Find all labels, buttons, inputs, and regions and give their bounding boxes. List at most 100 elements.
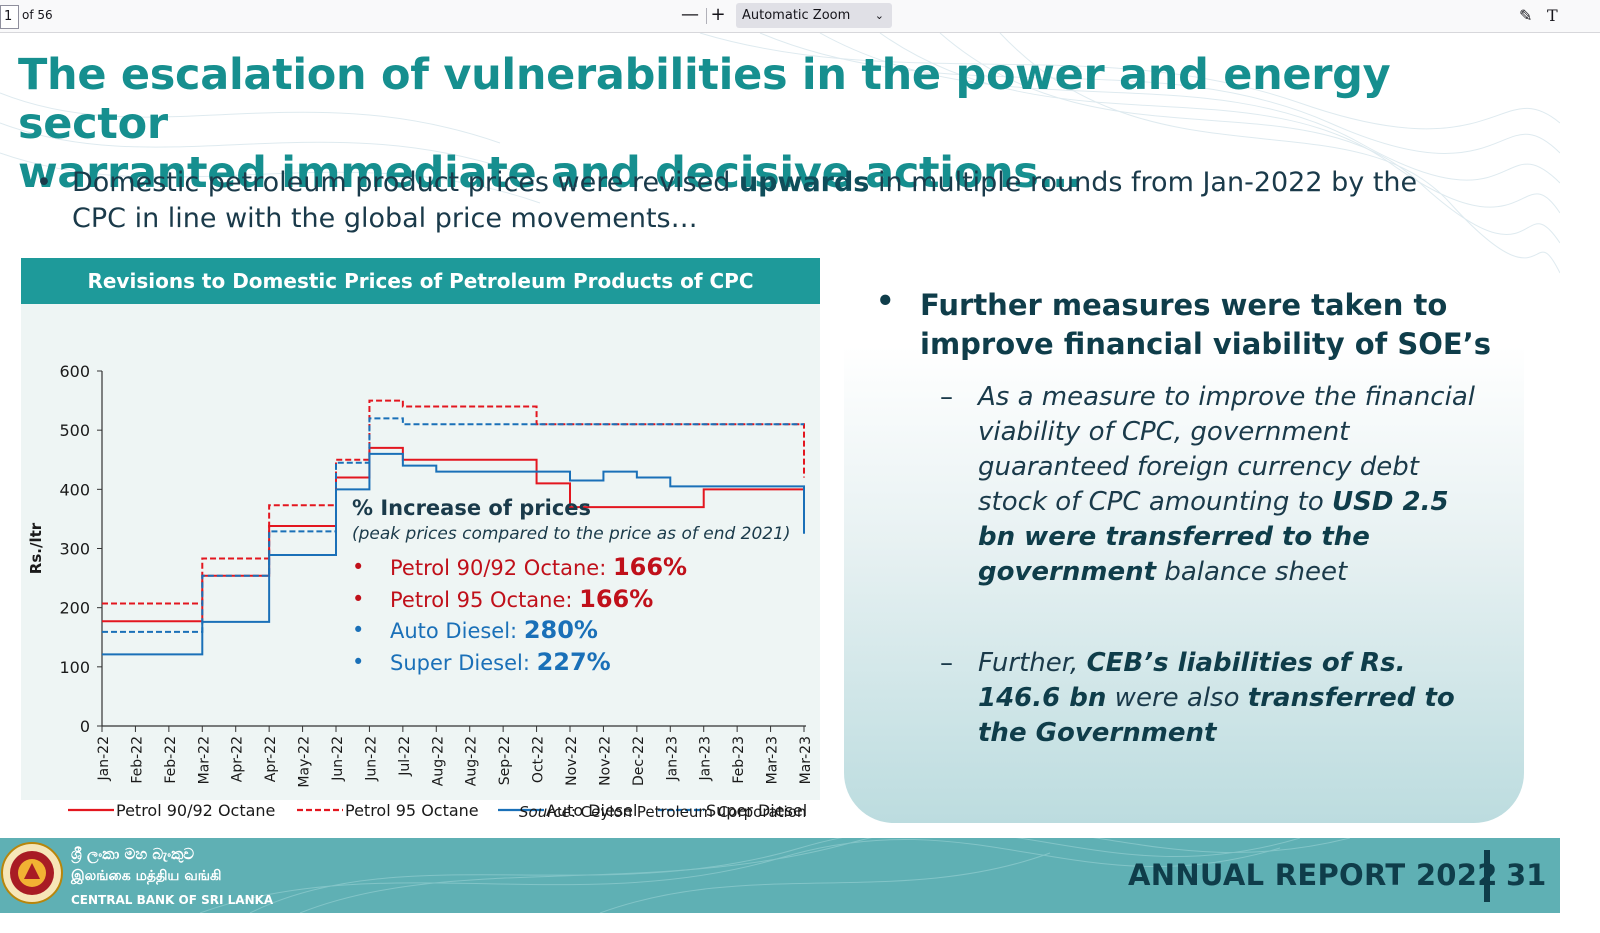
series-line-petrol-95-octane bbox=[102, 399, 805, 605]
x-tick-label: Jun-22 bbox=[363, 736, 379, 782]
y-axis-title: Rs./ltr bbox=[27, 522, 45, 574]
bank-name-sinhala: ශ්‍රී ලංකා මහ බැංකුව bbox=[71, 845, 195, 863]
measures-heading-text: Further measures were taken to improve f… bbox=[920, 288, 1492, 361]
zoom-select[interactable]: Automatic Zoom ⌄ bbox=[736, 3, 892, 28]
measure-text-part: As a measure to improve the financial vi… bbox=[978, 382, 1475, 517]
x-tick-label: Aug-22 bbox=[430, 736, 446, 786]
footer-wave-pattern bbox=[199, 838, 1351, 913]
x-tick-label: May-22 bbox=[297, 736, 313, 788]
y-tick-label: 0 bbox=[80, 717, 90, 736]
y-tick-label: 400 bbox=[59, 480, 90, 499]
series-line-super-diesel bbox=[102, 417, 804, 633]
bullet-icon: • bbox=[352, 586, 365, 611]
measure-item-text: As a measure to improve the financial vi… bbox=[978, 380, 1478, 590]
zoom-select-label: Automatic Zoom bbox=[742, 8, 851, 23]
annotation-title: % Increase of prices bbox=[352, 496, 592, 520]
measure-item-text: Further, CEB’s liabilities of Rs. 146.6 … bbox=[978, 646, 1478, 751]
annotation-row: • Auto Diesel: 280% bbox=[352, 615, 822, 647]
toolbar-separator bbox=[706, 8, 707, 24]
x-tick-label: Jan-23 bbox=[664, 736, 680, 781]
chart-header: Revisions to Domestic Prices of Petroleu… bbox=[21, 258, 820, 304]
x-tick-label: Oct-22 bbox=[531, 736, 547, 783]
x-tick-label: Jun-22 bbox=[330, 736, 346, 782]
price-chart: 0 100 200 300 400 500 600 Rs./ltr Jan-22 Feb-22 Fe… bbox=[27, 362, 814, 820]
annotation-value: 227% bbox=[536, 647, 611, 676]
annotation-label: Auto Diesel: bbox=[390, 619, 524, 643]
annotation-label: Petrol 90/92 Octane: bbox=[390, 556, 613, 580]
pen-icon[interactable]: ✎ bbox=[1519, 6, 1533, 25]
legend-label: Petrol 95 Octane bbox=[345, 801, 479, 820]
series-line-auto-diesel bbox=[102, 452, 805, 656]
x-tick-label: Apr-22 bbox=[230, 736, 246, 782]
page-number-input[interactable]: 1 bbox=[0, 5, 19, 29]
slide-page-number: 31 bbox=[1506, 858, 1547, 892]
intro-text: Domestic petroleum product prices were r… bbox=[72, 165, 1452, 237]
x-tick-label: Mar-22 bbox=[196, 736, 212, 784]
legend-label: Auto Diesel bbox=[546, 801, 637, 820]
annotation-value: 166% bbox=[579, 584, 654, 613]
annotation-row: • Petrol 90/92 Octane: 166% bbox=[352, 552, 822, 584]
bank-name-english: CENTRAL BANK OF SRI LANKA bbox=[71, 893, 274, 907]
x-tick-label: Nov-22 bbox=[597, 736, 613, 786]
background-wave-pattern bbox=[0, 33, 1560, 274]
x-tick-label: Jan-22 bbox=[96, 736, 112, 781]
bullet-icon: • bbox=[352, 649, 365, 674]
slide-title-line1: The escalation of vulnerabilities in the… bbox=[18, 50, 1391, 149]
bullet-icon: • bbox=[352, 618, 365, 642]
legend-label: Super Diesel bbox=[706, 801, 807, 820]
chevron-down-icon: ⌄ bbox=[874, 9, 884, 22]
bullet-icon: • bbox=[36, 167, 52, 198]
pdf-page: The escalation of vulnerabilities in the… bbox=[0, 33, 1560, 913]
intro-text-part: Domestic petroleum product prices were r… bbox=[72, 167, 739, 198]
chart-panel: 0 100 200 300 400 500 600 Rs./ltr Jan-22 Feb-22 Fe… bbox=[21, 304, 820, 820]
footer-divider bbox=[1484, 850, 1490, 902]
x-tick-label: Feb-22 bbox=[129, 736, 145, 784]
measure-text-bold: USD 2.5 bn were transferred to the gover… bbox=[978, 487, 1449, 587]
legend-label: Petrol 90/92 Octane bbox=[116, 801, 275, 820]
x-tick-label: Jul-22 bbox=[397, 736, 413, 777]
text-tool-icon[interactable]: T bbox=[1547, 6, 1558, 25]
slide-title: The escalation of vulnerabilities in the… bbox=[18, 51, 1518, 198]
measure-text-part: Further, bbox=[978, 648, 1087, 678]
annual-report-label: ANNUAL REPORT 2022 bbox=[1128, 858, 1498, 892]
bullet-icon: • bbox=[876, 284, 895, 318]
dash-icon: – bbox=[940, 382, 953, 412]
y-tick-label: 500 bbox=[59, 421, 90, 440]
x-tick-label: Nov-22 bbox=[564, 736, 580, 786]
scrollbar-track[interactable] bbox=[1560, 33, 1600, 933]
page-count-label: of 56 bbox=[22, 8, 53, 22]
x-tick-label: Feb-22 bbox=[163, 736, 179, 784]
pdf-toolbar: 1 of 56 — + Automatic Zoom ⌄ ✎ T bbox=[0, 0, 1600, 33]
bullet-icon: • bbox=[352, 555, 365, 579]
central-bank-seal-icon bbox=[1, 842, 63, 904]
measure-text-part: balance sheet bbox=[1156, 557, 1348, 587]
price-increase-annotation: % Increase of prices (peak prices compar… bbox=[352, 494, 822, 678]
dash-icon: – bbox=[940, 648, 953, 678]
measure-text-part: were also bbox=[1106, 683, 1248, 713]
x-tick-label: Apr-22 bbox=[263, 736, 279, 782]
y-tick-label: 300 bbox=[59, 540, 90, 559]
measures-card bbox=[844, 268, 1524, 823]
y-tick-label: 100 bbox=[59, 658, 90, 677]
chart-source: Source: Ceylon Petroleum Corporation bbox=[519, 803, 806, 821]
bank-name-tamil: இலங்கை மத்திய வங்கி bbox=[71, 868, 222, 884]
x-tick-label: Jan-23 bbox=[698, 736, 714, 781]
source-text: : Ceylon Petroleum Corporation bbox=[570, 803, 807, 821]
measure-text-bold: transferred to the Government bbox=[978, 683, 1455, 748]
intro-text-bold: upwards bbox=[738, 167, 870, 198]
x-tick-label: Dec-22 bbox=[631, 736, 647, 786]
annotation-row: • Petrol 95 Octane: 166% bbox=[352, 584, 822, 616]
source-label: Source bbox=[519, 803, 571, 821]
annotation-row: • Super Diesel: 227% bbox=[352, 647, 822, 679]
annotation-label: Petrol 95 Octane: bbox=[390, 587, 580, 612]
measure-text-bold: CEB’s liabilities of Rs. 146.6 bn bbox=[978, 648, 1406, 713]
x-tick-label: Mar-23 bbox=[765, 736, 781, 784]
annotation-label: Super Diesel: bbox=[390, 650, 537, 675]
slide-footer: ශ්‍රී ලංකා මහ බැංකුව இலங்கை மத்திய வங்கி… bbox=[0, 838, 1560, 913]
y-tick-label: 600 bbox=[59, 362, 90, 381]
y-tick-label: 200 bbox=[59, 599, 90, 618]
annotation-value: 280% bbox=[523, 616, 598, 644]
annotation-subtitle: (peak prices compared to the price as of… bbox=[352, 524, 791, 544]
zoom-in-button[interactable]: + bbox=[710, 4, 726, 25]
zoom-out-button[interactable]: — bbox=[681, 4, 699, 25]
